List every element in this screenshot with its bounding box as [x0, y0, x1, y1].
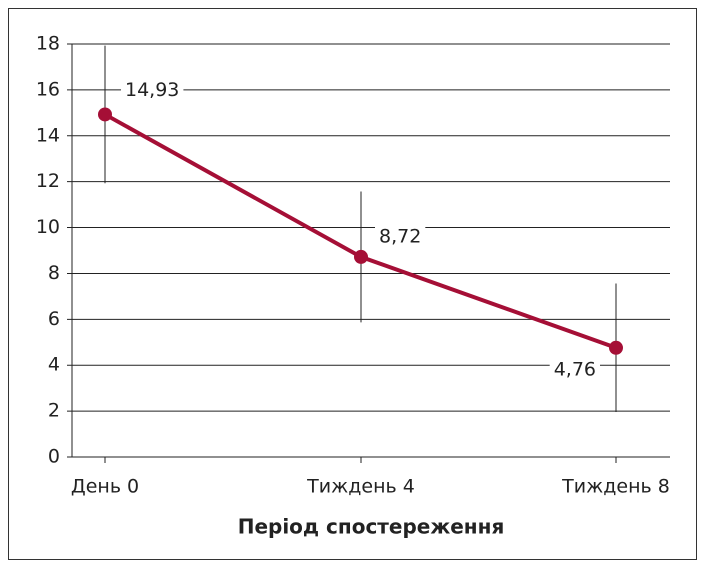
point: [609, 340, 623, 355]
point: [354, 249, 368, 264]
data-label: 8,72: [379, 225, 421, 247]
y-tick-label: 14: [36, 124, 60, 146]
x-tick-label: Тиждень 8: [561, 476, 670, 498]
data-label: 14,93: [125, 79, 179, 101]
y-tick-label: 18: [36, 33, 60, 55]
y-tick-label: 16: [36, 78, 60, 100]
y-tick-label: 8: [48, 262, 60, 284]
y-tick-label: 10: [36, 216, 60, 238]
label-bg: [549, 358, 600, 381]
y-tick-label: 4: [48, 354, 60, 376]
y-tick-label: 0: [48, 446, 60, 468]
data-label: 4,76: [554, 358, 596, 380]
y-tick-label: 2: [48, 400, 60, 422]
y-tick-label: 12: [36, 170, 60, 192]
label-bg: [375, 225, 426, 248]
point: [98, 107, 112, 122]
label-bg: [121, 78, 184, 101]
x-axis-title: Період спостереження: [238, 515, 505, 539]
x-tick-label: Тиждень 4: [306, 476, 415, 498]
y-tick-label: 6: [48, 308, 60, 330]
x-tick-label: День 0: [71, 476, 139, 498]
